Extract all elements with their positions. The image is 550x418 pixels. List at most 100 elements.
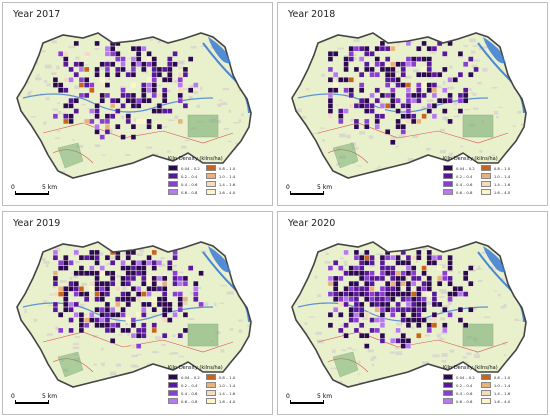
landcover-patch bbox=[31, 261, 35, 266]
kiln-density-cell bbox=[63, 77, 69, 83]
landcover-patch bbox=[134, 118, 138, 122]
kiln-density-cell bbox=[146, 275, 152, 282]
landcover-patch bbox=[353, 56, 357, 61]
landcover-patch bbox=[463, 44, 469, 47]
kiln-density-cell bbox=[369, 108, 375, 114]
kiln-density-cell bbox=[359, 291, 365, 297]
kiln-density-cell bbox=[327, 77, 334, 83]
kiln-density-cell bbox=[405, 255, 412, 261]
landcover-patch bbox=[387, 33, 392, 34]
landcover-patch bbox=[124, 154, 131, 157]
kiln-density-cell bbox=[421, 281, 427, 287]
kiln-density-cell bbox=[385, 72, 391, 78]
kiln-density-cell bbox=[390, 296, 396, 302]
kiln-density-cell bbox=[84, 291, 90, 297]
kiln-density-cell bbox=[99, 265, 105, 271]
scale-bar-zero: 0 bbox=[286, 393, 290, 400]
kiln-density-cell bbox=[78, 291, 85, 297]
kiln-density-cell bbox=[426, 281, 432, 287]
kiln-density-cell bbox=[151, 327, 157, 334]
landcover-patch bbox=[238, 119, 242, 123]
kiln-density-cell bbox=[151, 322, 157, 328]
legend-column: 0.8 – 1.0 1.0 – 1.4 1.4 – 1.6 1.6 – 4.0 bbox=[205, 374, 235, 404]
legend-label: 1.0 – 1.4 bbox=[493, 173, 511, 179]
kiln-density-cell bbox=[468, 265, 474, 271]
kiln-density-cell bbox=[99, 281, 105, 287]
kiln-density-cell bbox=[416, 87, 422, 93]
kiln-density-cell bbox=[151, 72, 157, 78]
kiln-density-cell bbox=[193, 281, 199, 287]
kiln-density-cell bbox=[353, 255, 360, 261]
kiln-density-cell bbox=[374, 275, 380, 282]
kiln-density-cell bbox=[73, 286, 79, 292]
scale-bar: 0 5 km bbox=[286, 392, 366, 404]
kiln-density-cell bbox=[89, 249, 95, 256]
kiln-density-cell bbox=[411, 307, 417, 313]
kiln-density-cell bbox=[89, 270, 95, 276]
landcover-patch bbox=[472, 93, 477, 96]
kiln-density-cell bbox=[193, 296, 199, 302]
legend-swatch bbox=[480, 181, 491, 187]
kiln-density-cell bbox=[130, 98, 137, 104]
landcover-patch bbox=[524, 269, 526, 272]
kiln-density-cell bbox=[99, 296, 105, 302]
kiln-density-cell bbox=[447, 291, 453, 297]
landcover-patch bbox=[193, 91, 198, 95]
kiln-density-cell bbox=[120, 265, 126, 271]
kiln-density-cell bbox=[411, 270, 417, 276]
landcover-patch bbox=[340, 257, 344, 260]
landcover-patch bbox=[453, 115, 460, 118]
kiln-density-cell bbox=[63, 291, 69, 297]
landcover-patch bbox=[186, 73, 190, 75]
kiln-density-cell bbox=[151, 87, 157, 93]
kiln-density-cell bbox=[468, 56, 474, 62]
kiln-density-cell bbox=[353, 124, 360, 130]
kiln-density-cell bbox=[136, 260, 142, 266]
kiln-density-cell bbox=[327, 103, 334, 109]
kiln-density-cell bbox=[421, 307, 427, 313]
kiln-density-cell bbox=[104, 72, 111, 78]
landcover-patch bbox=[293, 77, 299, 80]
landcover-patch bbox=[439, 337, 444, 341]
landcover-patch bbox=[389, 351, 395, 354]
kiln-density-cell bbox=[84, 82, 90, 88]
landcover-patch bbox=[292, 320, 293, 324]
kiln-density-cell bbox=[110, 260, 116, 266]
kiln-density-cell bbox=[395, 291, 401, 297]
landcover-patch bbox=[429, 165, 432, 167]
kiln-density-cell bbox=[390, 139, 396, 145]
kiln-density-cell bbox=[364, 46, 370, 52]
kiln-density-cell bbox=[141, 270, 147, 276]
kiln-density-cell bbox=[73, 61, 79, 67]
kiln-density-cell bbox=[369, 51, 375, 57]
landcover-patch bbox=[171, 352, 178, 355]
kiln-density-cell bbox=[463, 98, 469, 104]
study-area-boundary bbox=[16, 241, 252, 388]
kiln-density-cell bbox=[348, 270, 354, 276]
kiln-density-cell bbox=[94, 317, 100, 323]
landcover-patch bbox=[468, 88, 472, 91]
kiln-density-cell bbox=[136, 333, 142, 339]
landcover-patch bbox=[301, 139, 305, 144]
landcover-patch bbox=[441, 71, 447, 73]
kiln-density-cell bbox=[151, 286, 157, 292]
landcover-patch bbox=[312, 365, 315, 368]
kiln-density-cell bbox=[405, 343, 412, 349]
kiln-density-cell bbox=[167, 301, 173, 308]
protected-area bbox=[187, 323, 219, 347]
landcover-patch bbox=[466, 352, 472, 355]
landcover-patch bbox=[94, 48, 100, 50]
landcover-patch bbox=[92, 335, 98, 338]
landcover-patch bbox=[81, 103, 87, 106]
kiln-density-cell bbox=[400, 307, 406, 313]
landcover-patch bbox=[30, 269, 34, 271]
kiln-density-cell bbox=[125, 92, 131, 99]
kiln-density-cell bbox=[385, 291, 391, 297]
kiln-density-cell bbox=[385, 77, 391, 83]
kiln-density-cell bbox=[463, 275, 469, 282]
kiln-density-cell bbox=[390, 270, 396, 276]
kiln-density-cell bbox=[421, 82, 427, 88]
kiln-density-cell bbox=[379, 61, 386, 67]
kiln-density-cell bbox=[130, 124, 137, 130]
landcover-patch bbox=[435, 85, 442, 88]
